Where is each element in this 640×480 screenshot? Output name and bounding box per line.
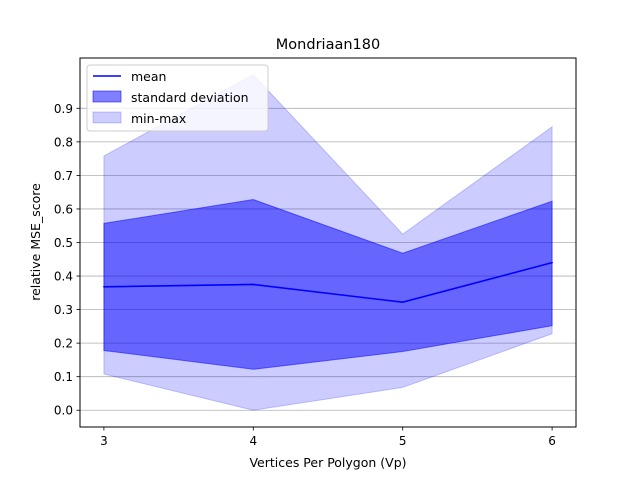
y-tick-label: 0.6 <box>54 202 73 216</box>
band-standard-deviation <box>103 199 553 370</box>
mean-point <box>401 301 404 304</box>
chart-title: Mondriaan180 <box>276 37 380 53</box>
y-tick-label: 0.4 <box>54 270 73 284</box>
legend: mean standard deviation min-max <box>86 64 269 132</box>
legend-label-min-max: min-max <box>131 111 186 126</box>
y-tick-label: 0.8 <box>54 135 73 149</box>
legend-frame <box>86 64 269 132</box>
legend-swatch-standard-deviation <box>92 90 122 103</box>
y-tick-label: 0.2 <box>54 337 73 351</box>
x-axis-label: Vertices Per Polygon (Vp) <box>249 455 406 470</box>
x-tick-label: 6 <box>548 434 556 448</box>
legend-label-mean: mean <box>131 69 166 84</box>
y-tick-label: 0.7 <box>54 169 73 183</box>
mean-point <box>103 285 105 288</box>
series-line-mean <box>103 261 553 304</box>
x-tick-label: 3 <box>100 434 108 448</box>
x-tick-label: 4 <box>249 434 257 448</box>
line-layer <box>103 261 553 304</box>
legend-label-standard-deviation: standard deviation <box>131 90 249 105</box>
y-tick-label: 0.3 <box>54 303 73 317</box>
mean-point <box>551 261 553 264</box>
legend-swatch-min-max <box>92 111 122 124</box>
tick-layer: 0.0 0.1 0.2 0.3 0.4 0.5 0.6 0.7 0.8 0.9 3 4 5 6 <box>54 102 556 448</box>
y-axis-label: relative MSE_score <box>28 183 43 301</box>
y-tick-label: 0.1 <box>54 370 73 384</box>
band-layer <box>103 74 553 411</box>
y-tick-label: 0.5 <box>54 236 73 250</box>
x-tick-label: 5 <box>399 434 407 448</box>
y-tick-label: 0.9 <box>54 102 73 116</box>
mean-point <box>252 283 255 286</box>
y-tick-label: 0.0 <box>54 404 73 418</box>
